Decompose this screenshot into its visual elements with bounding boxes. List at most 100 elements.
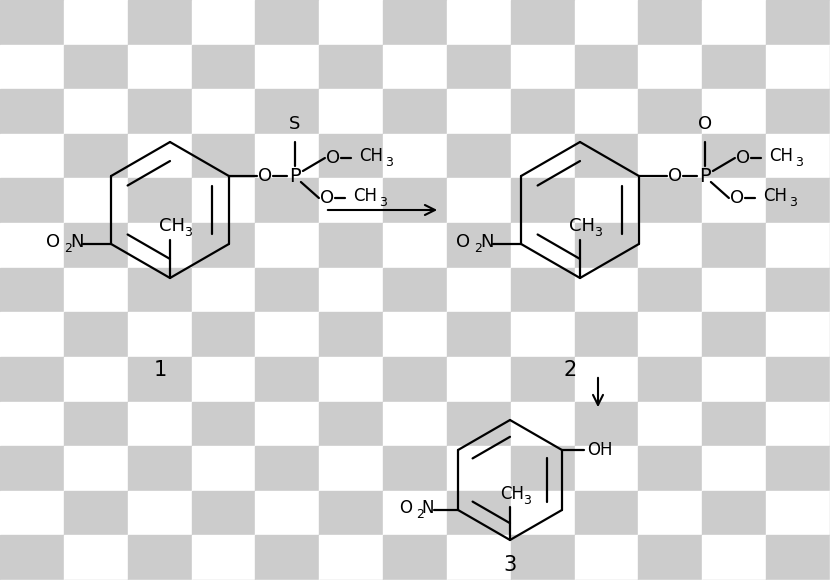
Bar xyxy=(638,446,702,491)
Bar xyxy=(766,535,830,580)
Bar xyxy=(766,357,830,401)
Bar xyxy=(702,45,766,89)
Bar xyxy=(64,535,128,580)
Bar xyxy=(192,401,256,446)
Bar xyxy=(638,0,702,45)
Text: O: O xyxy=(258,167,272,185)
Bar xyxy=(702,312,766,357)
Text: CH: CH xyxy=(569,217,595,235)
Bar xyxy=(64,268,128,312)
Bar xyxy=(638,45,702,89)
Bar xyxy=(638,134,702,179)
Bar xyxy=(192,535,256,580)
Bar xyxy=(0,535,64,580)
Bar xyxy=(702,0,766,45)
Bar xyxy=(702,491,766,535)
Bar xyxy=(383,89,447,134)
Bar xyxy=(766,401,830,446)
Bar xyxy=(0,134,64,179)
Bar xyxy=(320,179,383,223)
Bar xyxy=(0,89,64,134)
Bar xyxy=(128,223,192,268)
Bar xyxy=(702,134,766,179)
Text: O: O xyxy=(326,149,340,167)
Text: 3: 3 xyxy=(379,195,387,208)
Bar xyxy=(64,0,128,45)
Bar xyxy=(383,401,447,446)
Bar xyxy=(0,179,64,223)
Bar xyxy=(64,357,128,401)
Bar xyxy=(638,268,702,312)
Text: O: O xyxy=(698,115,712,133)
Bar xyxy=(447,45,510,89)
Bar xyxy=(128,0,192,45)
Text: P: P xyxy=(699,166,710,186)
Bar xyxy=(510,446,574,491)
Bar xyxy=(702,223,766,268)
Bar xyxy=(383,179,447,223)
Bar xyxy=(0,401,64,446)
Bar xyxy=(128,45,192,89)
Bar xyxy=(766,89,830,134)
Text: 3: 3 xyxy=(503,555,516,575)
Bar xyxy=(192,491,256,535)
Bar xyxy=(256,268,320,312)
Bar xyxy=(638,89,702,134)
Bar xyxy=(510,401,574,446)
Bar xyxy=(256,0,320,45)
Bar xyxy=(320,89,383,134)
Bar xyxy=(128,401,192,446)
Bar xyxy=(192,268,256,312)
Bar xyxy=(128,491,192,535)
Bar xyxy=(64,491,128,535)
Bar xyxy=(0,312,64,357)
Bar xyxy=(0,357,64,401)
Bar xyxy=(510,357,574,401)
Bar xyxy=(766,0,830,45)
Bar xyxy=(256,134,320,179)
Bar xyxy=(702,357,766,401)
Text: 3: 3 xyxy=(594,226,602,238)
Bar xyxy=(128,134,192,179)
Bar xyxy=(510,89,574,134)
Bar xyxy=(192,223,256,268)
Bar xyxy=(447,357,510,401)
Bar xyxy=(574,491,638,535)
Bar xyxy=(128,268,192,312)
Bar xyxy=(447,312,510,357)
Bar xyxy=(383,223,447,268)
Bar xyxy=(192,312,256,357)
Bar xyxy=(383,45,447,89)
Bar xyxy=(702,268,766,312)
Text: CH: CH xyxy=(159,217,185,235)
Bar xyxy=(574,446,638,491)
Bar xyxy=(256,223,320,268)
Bar xyxy=(510,134,574,179)
Bar xyxy=(574,401,638,446)
Bar xyxy=(256,535,320,580)
Bar xyxy=(766,312,830,357)
Bar xyxy=(447,535,510,580)
Bar xyxy=(383,491,447,535)
Bar xyxy=(638,491,702,535)
Bar xyxy=(702,535,766,580)
Bar xyxy=(64,223,128,268)
Bar xyxy=(320,446,383,491)
Bar xyxy=(64,312,128,357)
Bar xyxy=(320,535,383,580)
Text: CH: CH xyxy=(500,485,524,503)
Bar xyxy=(0,268,64,312)
Bar xyxy=(320,268,383,312)
Bar xyxy=(447,179,510,223)
Bar xyxy=(383,312,447,357)
Bar xyxy=(383,357,447,401)
Bar xyxy=(447,401,510,446)
Bar xyxy=(320,223,383,268)
Text: OH: OH xyxy=(587,441,613,459)
Bar xyxy=(766,446,830,491)
Bar xyxy=(128,312,192,357)
Bar xyxy=(256,446,320,491)
Bar xyxy=(574,0,638,45)
Bar xyxy=(574,134,638,179)
Bar xyxy=(574,268,638,312)
